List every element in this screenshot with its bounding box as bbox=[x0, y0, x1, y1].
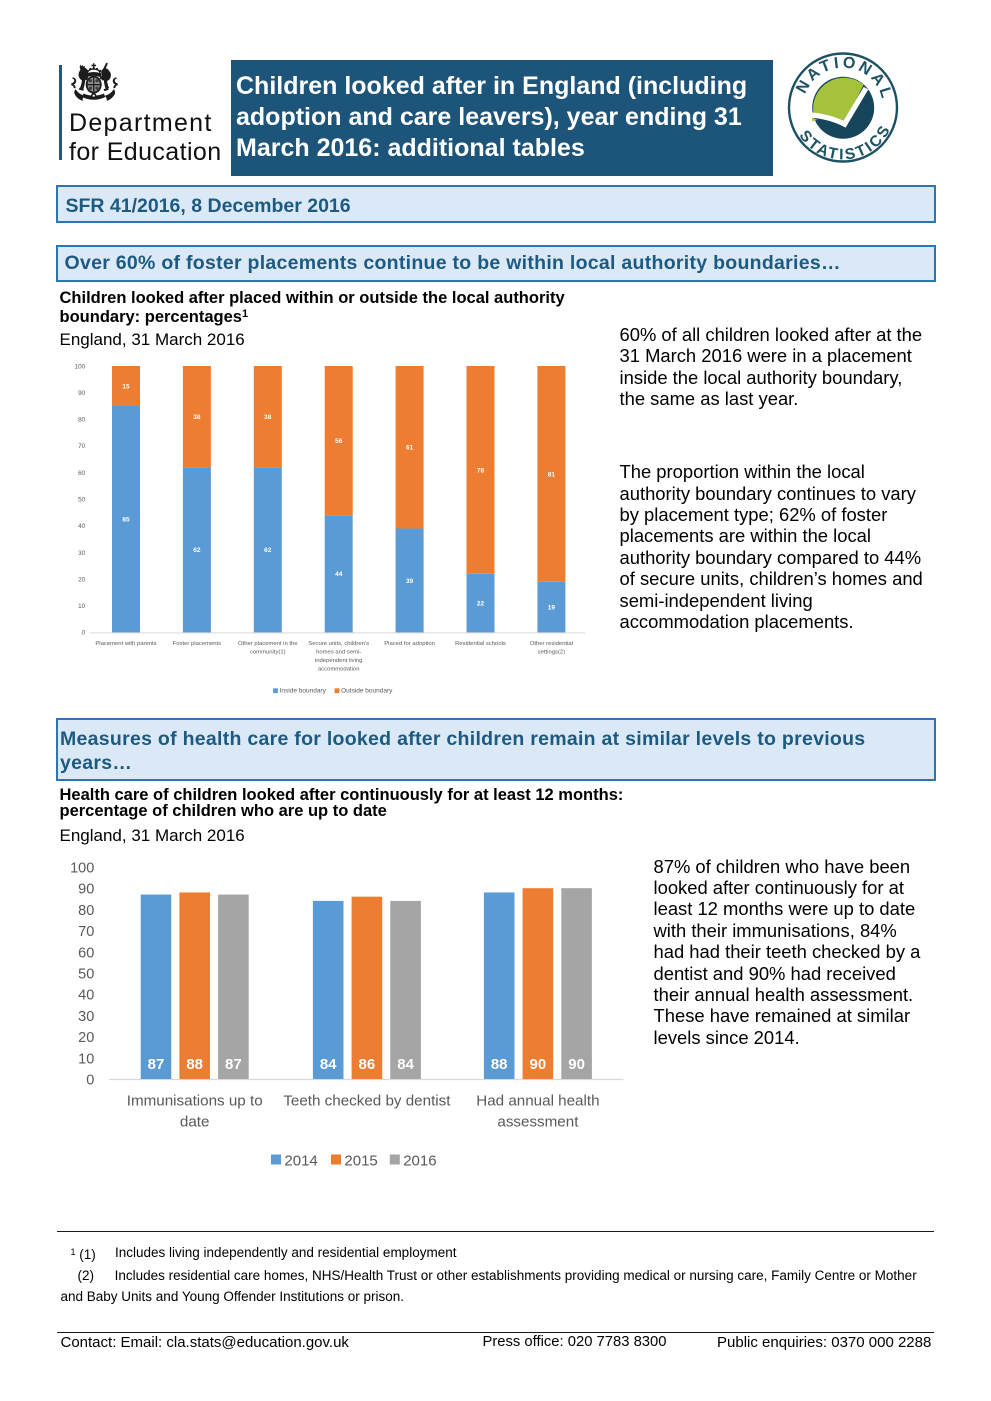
svg-text:78: 78 bbox=[477, 467, 485, 474]
svg-text:15: 15 bbox=[122, 383, 130, 390]
svg-text:10: 10 bbox=[78, 603, 86, 610]
svg-text:Placement with parents: Placement with parents bbox=[95, 641, 156, 647]
svg-text:88: 88 bbox=[186, 1056, 203, 1073]
svg-text:87: 87 bbox=[148, 1056, 165, 1073]
svg-text:Placed for adoption: Placed for adoption bbox=[384, 641, 435, 647]
svg-text:62: 62 bbox=[264, 547, 272, 554]
svg-text:80: 80 bbox=[78, 903, 94, 919]
svg-text:39: 39 bbox=[406, 578, 414, 585]
svg-text:90: 90 bbox=[78, 882, 94, 898]
svg-text:90: 90 bbox=[530, 1056, 547, 1073]
svg-text:Residential schools: Residential schools bbox=[455, 641, 506, 647]
svg-text:20: 20 bbox=[78, 576, 86, 583]
svg-text:40: 40 bbox=[78, 523, 86, 530]
svg-text:30: 30 bbox=[78, 550, 86, 557]
svg-text:70: 70 bbox=[78, 443, 86, 450]
svg-text:20: 20 bbox=[78, 1030, 94, 1046]
svg-text:70: 70 bbox=[78, 924, 94, 940]
svg-text:38: 38 bbox=[193, 414, 201, 421]
svg-text:Foster placements: Foster placements bbox=[173, 641, 222, 647]
svg-text:2016: 2016 bbox=[403, 1152, 436, 1169]
svg-text:50: 50 bbox=[78, 497, 86, 504]
svg-text:86: 86 bbox=[359, 1056, 376, 1073]
svg-text:0: 0 bbox=[86, 1072, 94, 1088]
svg-text:60: 60 bbox=[78, 945, 94, 961]
svg-text:84: 84 bbox=[320, 1056, 337, 1073]
svg-text:61: 61 bbox=[406, 445, 414, 452]
svg-text:Outside boundary: Outside boundary bbox=[341, 687, 393, 694]
svg-text:90: 90 bbox=[78, 390, 86, 397]
svg-text:87: 87 bbox=[225, 1056, 242, 1073]
svg-text:19: 19 bbox=[548, 605, 556, 612]
svg-text:Inside boundary: Inside boundary bbox=[280, 687, 327, 694]
svg-text:84: 84 bbox=[397, 1056, 414, 1073]
svg-text:80: 80 bbox=[78, 417, 86, 424]
svg-text:81: 81 bbox=[548, 471, 556, 478]
svg-text:60: 60 bbox=[78, 470, 86, 477]
svg-text:85: 85 bbox=[122, 517, 130, 524]
svg-text:38: 38 bbox=[264, 414, 272, 421]
svg-text:62: 62 bbox=[193, 547, 201, 554]
svg-text:44: 44 bbox=[335, 571, 343, 578]
svg-text:50: 50 bbox=[78, 966, 94, 982]
svg-text:0: 0 bbox=[82, 630, 86, 637]
svg-text:10: 10 bbox=[78, 1051, 94, 1067]
svg-text:56: 56 bbox=[335, 438, 343, 445]
svg-text:22: 22 bbox=[477, 601, 485, 608]
svg-text:100: 100 bbox=[75, 363, 86, 370]
svg-text:2015: 2015 bbox=[344, 1152, 377, 1169]
svg-text:Teeth checked by dentist: Teeth checked by dentist bbox=[283, 1092, 451, 1109]
svg-text:100: 100 bbox=[70, 860, 94, 876]
svg-text:90: 90 bbox=[568, 1056, 585, 1073]
svg-text:40: 40 bbox=[78, 988, 94, 1004]
svg-text:2014: 2014 bbox=[284, 1152, 317, 1169]
svg-text:30: 30 bbox=[78, 1009, 94, 1025]
svg-text:88: 88 bbox=[491, 1056, 508, 1073]
